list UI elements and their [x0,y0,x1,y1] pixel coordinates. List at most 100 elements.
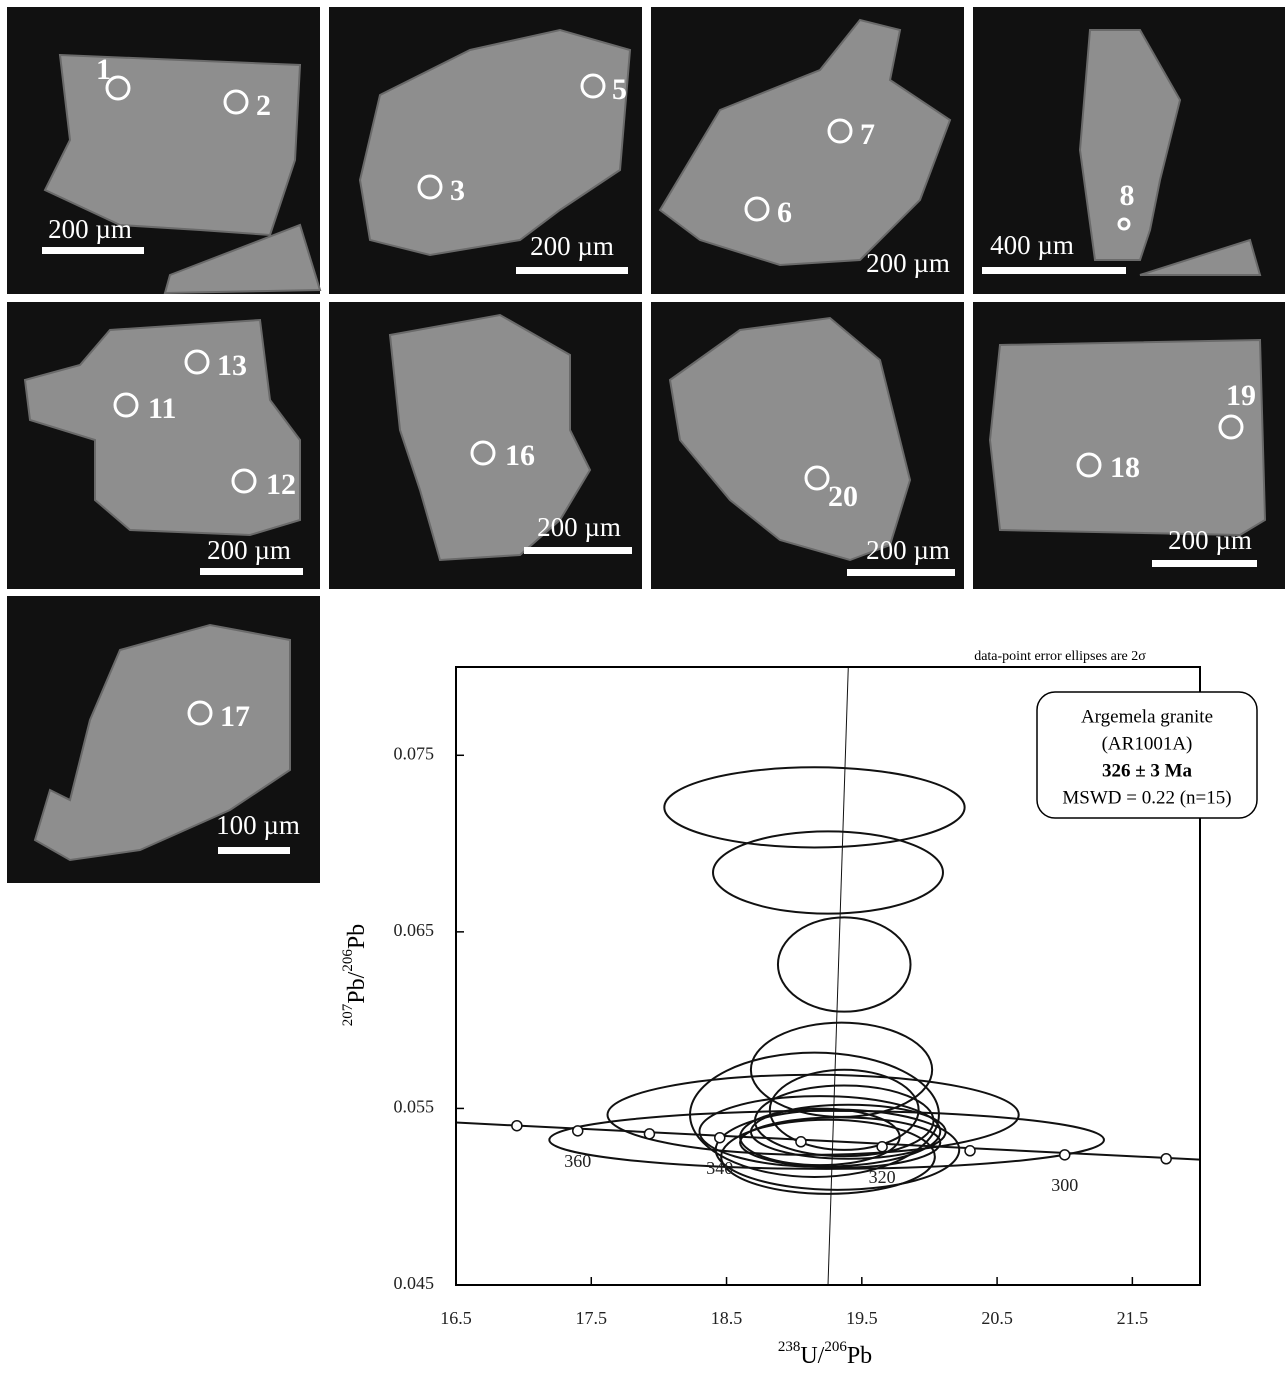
age-label: 340 [706,1158,733,1178]
spot-label: 2 [256,89,271,122]
scale-bar [524,547,632,554]
plot-frame [455,666,1201,1286]
age-label: 320 [869,1167,896,1187]
spot-label: 16 [505,439,535,472]
spot-circle [187,700,213,726]
scale-bar [516,267,628,274]
scale-label: 200 µm [1168,525,1252,555]
x-tick-label: 17.5 [576,1308,608,1328]
scale-label: 100 µm [216,810,300,840]
error-ellipse [712,830,944,915]
image-panel: 13 11 12 200 µm [7,302,320,589]
spot-circle [744,196,770,222]
y-axis-label: 207Pb/206Pb [340,924,369,1026]
x-tick-label: 19.5 [846,1308,878,1328]
spot-label: 11 [148,392,176,425]
y-tick-label: 0.075 [394,743,435,763]
grain [988,338,1267,537]
spot-label: 19 [1226,379,1256,412]
plot-area: 360 340 320 300 [456,667,1200,1285]
grain [1078,29,1182,261]
mass-number: 206 [340,949,356,972]
spot-label: 6 [777,196,792,229]
chart: 16.5 17.5 18.5 19.5 20.5 21.5 0.045 0.055 0.065 0… [340,649,1258,1369]
spot-label: 7 [860,118,875,151]
spot-circle [804,465,830,491]
legend-line: MSWD = 0.22 (n=15) [1062,787,1231,808]
age-marker [714,1131,726,1144]
spot-circle [223,89,249,115]
image-panel: 20 200 µm [651,302,964,589]
spot-circle [105,75,131,101]
error-ellipse [768,1068,920,1151]
age-label: 300 [1051,1175,1078,1195]
spot-circle [580,73,606,99]
spot-circle [113,392,139,418]
age-marker [643,1128,656,1140]
spot-circle [1218,414,1244,440]
y-tick-label: 0.065 [394,920,435,940]
scale-bar [42,247,144,254]
scale-bar [1152,560,1257,567]
age-marker [876,1140,888,1153]
x-axis-label: 238U/206Pb [778,1339,872,1368]
x-tick-label: 16.5 [440,1308,472,1328]
error-ellipse [749,1103,947,1160]
mass-number: 207 [340,1003,356,1026]
image-panel: 8 400 µm [973,7,1285,294]
spot-circle [417,174,443,200]
error-ellipse [548,1109,1105,1170]
legend-line: 326 ± 3 Ma [1102,760,1193,781]
spot-circle [1117,217,1131,231]
image-panel: 16 200 µm [329,302,642,589]
label-part: U/ [800,1343,824,1369]
label-part: Pb [847,1343,872,1369]
scale-bar [982,267,1126,274]
x-tick-label: 21.5 [1117,1308,1149,1328]
scale-label: 400 µm [990,230,1074,260]
grain [163,223,322,295]
mass-number: 206 [824,1339,847,1355]
spot-label: 5 [612,73,627,106]
scale-label: 200 µm [537,512,621,542]
error-ellipse [753,1084,935,1158]
scale-label: 200 µm [530,231,614,261]
scale-label: 200 µm [866,535,950,565]
label-part: Pb [344,924,370,949]
y-tick-label: 0.055 [394,1097,435,1117]
error-ellipse [739,1116,942,1169]
age-line [827,667,849,1285]
legend-line: (AR1001A) [1102,733,1193,754]
scale-bar [847,569,955,576]
image-panel: 17 100 µm [7,596,320,883]
scale-label: 200 µm [48,214,132,244]
mass-number: 238 [778,1339,801,1355]
error-ellipse [663,766,966,849]
age-marker [964,1145,976,1157]
label-part: Pb/ [344,971,370,1003]
age-marker [1160,1153,1172,1165]
grain [33,623,291,862]
spot-label: 18 [1110,451,1140,484]
age-marker [795,1136,807,1148]
age-marker [1058,1149,1071,1161]
age-marker [571,1125,584,1137]
grain [23,318,301,537]
legend-box [1036,691,1258,819]
age-label: 360 [564,1151,591,1171]
scale-bar [200,568,303,575]
spot-circle [470,440,496,466]
spot-label: 3 [450,174,465,207]
error-ellipse [720,1118,936,1195]
scale-label: 200 µm [866,248,950,278]
image-panel: 5 3 200 µm [329,7,642,294]
grain [658,18,952,267]
spot-label: 1 [96,53,111,86]
image-panel: 19 18 200 µm [973,302,1285,589]
spot-label: 17 [220,700,250,733]
spot-circle [827,118,853,144]
scale-label: 200 µm [207,535,291,565]
spot-label: 13 [217,349,247,382]
